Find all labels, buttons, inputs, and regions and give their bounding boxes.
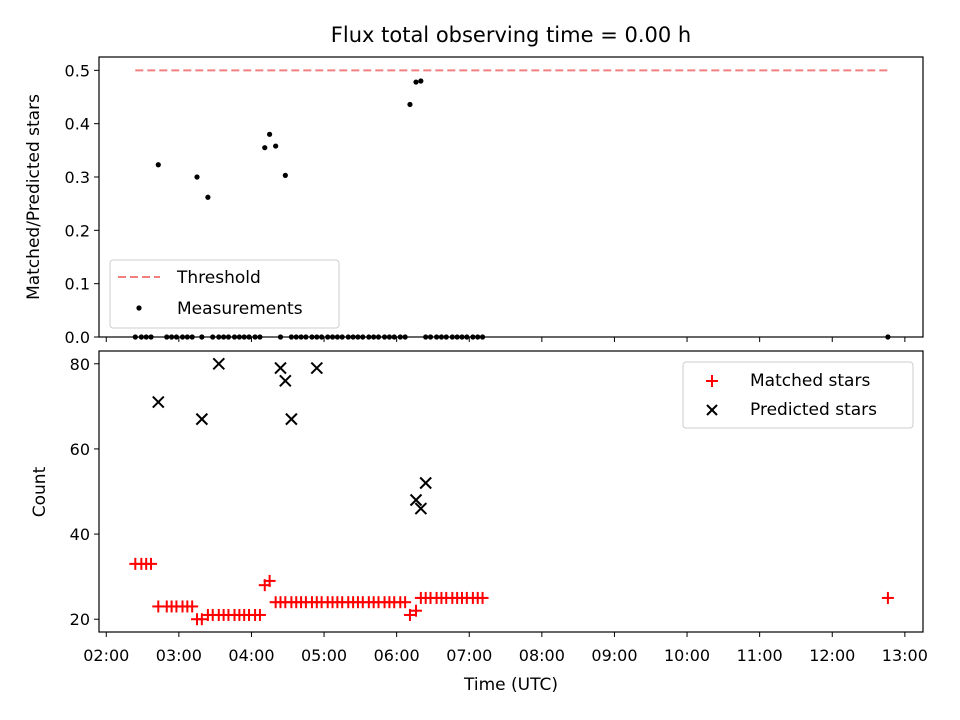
top-legend-frame (109, 259, 340, 329)
legend-matched-label: Matched stars (750, 371, 870, 391)
legend-threshold-label: Threshold (176, 268, 261, 288)
top-y-tick-label: 0.1 (65, 275, 90, 294)
predicted-star-marker (152, 395, 165, 409)
top-chart-title: Flux total observing time = 0.00 h (331, 23, 691, 47)
x-tick-label: 08:00 (519, 646, 565, 665)
predicted-star-marker (274, 361, 287, 375)
top-y-tick-label: 0.0 (65, 328, 90, 347)
matched-star-marker (195, 613, 208, 626)
bottom-panel: 20 40 60 80 02:00 03:00 04:00 05:00 06:00 07:00 08… (30, 350, 928, 695)
bottom-y-axis-label: Count (30, 466, 50, 517)
predicted-star-marker (212, 357, 225, 370)
x-tick-label: 09:00 (591, 646, 637, 665)
bottom-y-tick-label: 80 (70, 355, 90, 374)
x-tick-label: 12:00 (809, 646, 855, 665)
top-y-tick-label: 0.5 (65, 61, 90, 80)
matched-star-marker (403, 608, 416, 621)
predicted-star-marker (285, 412, 298, 426)
top-axes-frame (98, 56, 924, 338)
measurement-point (194, 174, 200, 180)
bottom-y-tick-label: 20 (70, 610, 90, 629)
bottom-axes-frame (98, 350, 924, 633)
predicted-star-marker (419, 476, 432, 490)
predicted-star-marker (310, 361, 324, 375)
predicted-star-marker (279, 374, 292, 388)
bottom-legend: Matched stars Predicted stars (682, 361, 914, 429)
bottom-y-tick-label: 60 (70, 440, 90, 459)
x-tick-label: 10:00 (664, 646, 710, 665)
measurement-point (282, 172, 288, 178)
x-axis-label: Time (UTC) (463, 675, 558, 695)
legend-predicted-label: Predicted stars (750, 400, 877, 420)
measurement-point (262, 145, 268, 151)
x-tick-label: 06:00 (374, 646, 420, 665)
bottom-legend-frame (682, 361, 914, 429)
x-tick-label: 02:00 (83, 646, 129, 665)
bottom-y-tick-label: 40 (70, 525, 90, 544)
matched-star-marker (263, 574, 276, 587)
top-panel: Flux total observing time = 0.00 h 0.0 0.… (24, 23, 924, 347)
x-tick-label: 13:00 (882, 646, 928, 665)
top-y-axis-label: Matched/Predicted stars (24, 94, 44, 300)
measurement-point (267, 131, 273, 137)
top-y-tick-label: 0.2 (65, 221, 90, 240)
matched-star-marker (881, 591, 894, 604)
x-tick-label: 05:00 (301, 646, 347, 665)
measurement-point (205, 194, 211, 200)
matched-star-marker (410, 604, 423, 617)
measurement-point (413, 79, 419, 85)
matched-star-marker (253, 608, 266, 621)
top-y-tick-label: 0.3 (65, 168, 90, 187)
legend-measurements-swatch (136, 305, 142, 311)
legend-predicted-swatch (706, 404, 718, 416)
matched-star-marker (399, 596, 412, 609)
measurement-point (418, 78, 424, 84)
x-tick-label: 07:00 (446, 646, 492, 665)
predicted-star-marker (414, 502, 428, 515)
legend-matched-swatch (706, 375, 718, 387)
top-legend: Threshold Measurements (109, 259, 340, 329)
matched-star-marker (145, 557, 158, 570)
legend-measurements-label: Measurements (177, 299, 303, 319)
top-y-tick-label: 0.4 (65, 115, 90, 134)
measurement-point (273, 143, 279, 149)
bottom-plot-area: 20 40 60 80 02:00 03:00 04:00 05:00 06:00 07:00 08… (70, 355, 928, 665)
predicted-star-marker (195, 412, 209, 426)
matched-star-marker (186, 600, 199, 613)
x-tick-label: 03:00 (156, 646, 202, 665)
x-tick-label: 11:00 (737, 646, 783, 665)
measurement-point (155, 162, 161, 168)
x-tick-label: 04:00 (228, 646, 274, 665)
measurement-point (407, 101, 413, 108)
matched-star-marker (476, 591, 489, 604)
predicted-star-marker (409, 493, 423, 507)
